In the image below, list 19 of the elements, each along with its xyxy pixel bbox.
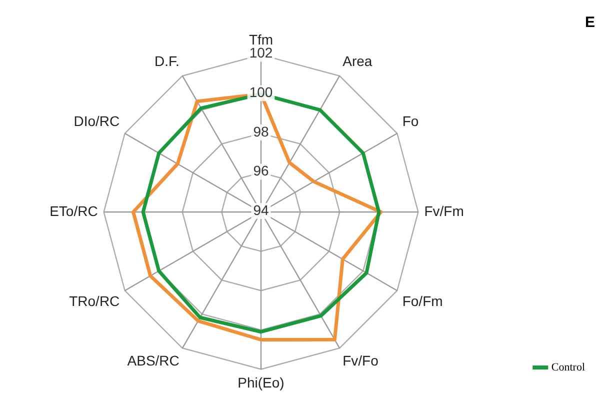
spoke-label: ETo/RC	[50, 202, 98, 219]
spoke-label: Fv/Fo	[342, 352, 379, 369]
y-tick-label: 98	[253, 123, 269, 140]
spoke-label: Fo/Fm	[402, 292, 443, 309]
y-tick-label: 102	[249, 44, 273, 61]
spoke-label: Tfm	[248, 31, 274, 48]
spoke-label: Phi(Eo)	[238, 374, 284, 390]
spoke-label: Area	[342, 53, 372, 70]
spoke-label: Fv/Fm	[424, 202, 464, 219]
spoke-label: TRo/RC	[69, 292, 120, 309]
spoke-label: D.F.	[154, 53, 180, 70]
spoke-label: Fo	[402, 112, 419, 129]
y-tick-label: 96	[253, 162, 269, 179]
spoke-label: ABS/RC	[127, 352, 180, 369]
chart-title: E	[584, 14, 595, 32]
legend-label: Control	[551, 361, 586, 374]
spoke-label: DIo/RC	[74, 112, 120, 129]
y-tick-label: 100	[249, 84, 273, 100]
y-tick-label: 94	[253, 202, 269, 218]
